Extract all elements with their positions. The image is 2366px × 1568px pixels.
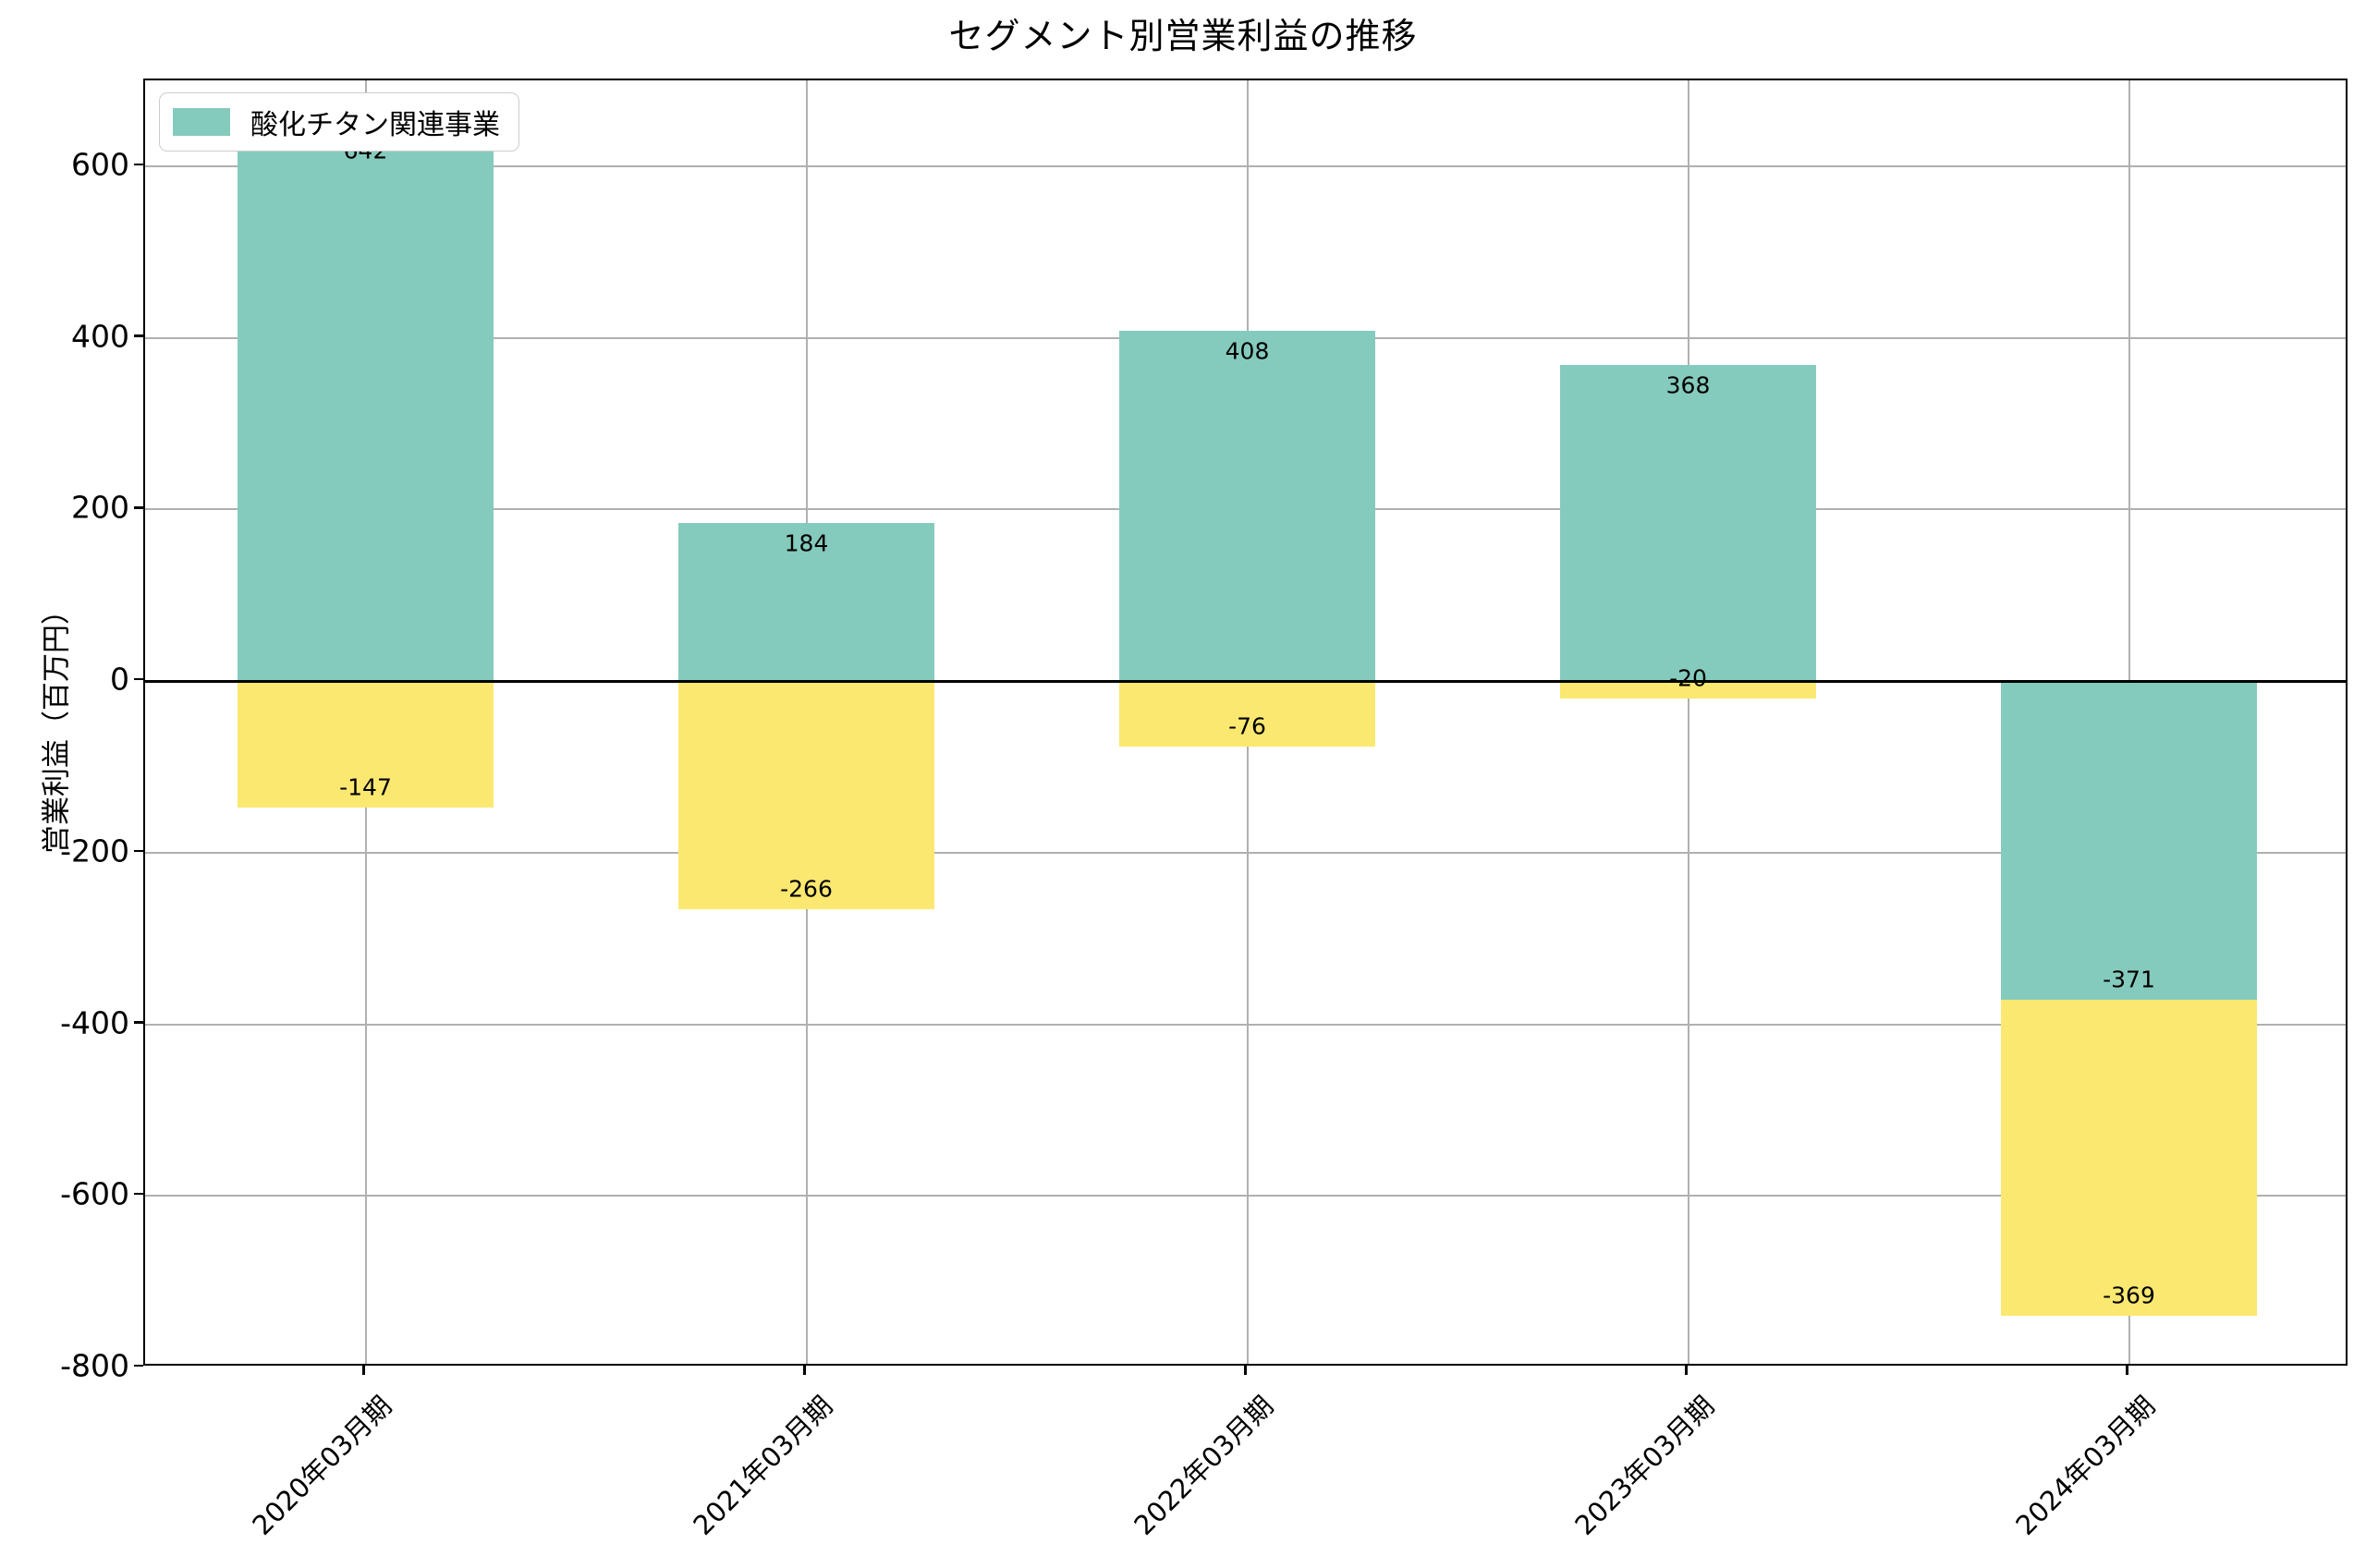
zero-baseline [145,679,2346,683]
bar-segment-series-1[interactable] [2001,681,2257,1000]
bar-value-label: -76 [1228,712,1266,740]
bar-segment-series-2[interactable] [2001,999,2257,1317]
x-axis-tick-mark [362,1366,365,1375]
x-axis-tick-mark [803,1366,806,1375]
y-axis-tick-mark [134,163,143,166]
gridline-horizontal [145,1023,2346,1026]
bar-segment-series-2[interactable] [1560,681,1816,699]
y-axis-tick-mark [134,1193,143,1196]
y-axis-tick-mark [134,849,143,852]
gridline-horizontal [145,851,2346,854]
gridline-horizontal [145,164,2346,167]
bar-value-label: -371 [2103,966,2155,993]
y-axis-tick-label: 600 [71,146,129,183]
y-axis-tick-label: -400 [60,1004,129,1041]
bar-segment-series-1[interactable] [1119,331,1375,682]
y-axis-tick-mark [134,506,143,509]
y-axis-tick-mark [134,677,143,681]
gridline-vertical [1687,80,1689,1364]
chart-title: セグメント別営業利益の推移 [948,16,1418,56]
x-axis-tick-label: 2020年03月期 [245,1390,397,1542]
x-axis-tick-labels: 2020年03月期 2021年03月期 2022年03月期 2023年03月期 2024… [143,1366,2348,1568]
x-axis-tick-mark [2126,1366,2128,1375]
bar-segment-series-2[interactable] [678,681,934,910]
bar-segment-series-1[interactable] [1560,365,1816,682]
x-axis-tick-mark [1244,1366,1247,1375]
bar-value-label: -147 [339,773,392,801]
bar-segment-series-2[interactable] [238,681,494,808]
y-axis-tick-marks [134,79,145,1367]
x-axis-tick-label: 2024年03月期 [2008,1390,2161,1542]
gridline-horizontal [145,1195,2346,1197]
y-axis-tick-label: -200 [60,833,129,869]
bar-segment-series-1[interactable] [678,523,934,682]
y-axis-tick-label: -600 [60,1175,129,1212]
x-axis-tick-label: 2022年03月期 [1127,1390,1279,1542]
bar-value-label: -266 [780,875,833,903]
chart-legend[interactable]: 酸化チタン関連事業 [159,92,519,152]
bar-value-label: 184 [784,529,829,557]
bar-value-label: -20 [1669,664,1707,692]
legend-item-label: 酸化チタン関連事業 [250,109,500,141]
bar-value-label: 368 [1665,371,1711,399]
y-axis-tick-label: -800 [60,1347,129,1384]
y-axis-tick-label: 0 [110,661,129,698]
y-axis-tick-mark [134,1364,143,1367]
bar-segment-series-2[interactable] [1119,681,1375,747]
bar-segment-series-1[interactable] [238,129,494,682]
y-axis-tick-mark [134,1021,143,1024]
bar-value-label: -369 [2103,1282,2155,1309]
x-axis-tick-mark [1685,1366,1688,1375]
legend-swatch-icon [173,108,230,136]
bar-value-label: 408 [1225,337,1270,365]
x-axis-tick-label: 2021年03月期 [686,1390,838,1542]
x-axis-tick-label: 2023年03月期 [1567,1390,1720,1542]
y-axis-tick-label: 400 [71,318,129,355]
y-axis-tick-label: 200 [71,489,129,526]
y-axis-tick-mark [134,334,143,337]
y-axis-tick-labels: 600 400 200 0 -200 -400 -600 -800 [18,79,129,1383]
